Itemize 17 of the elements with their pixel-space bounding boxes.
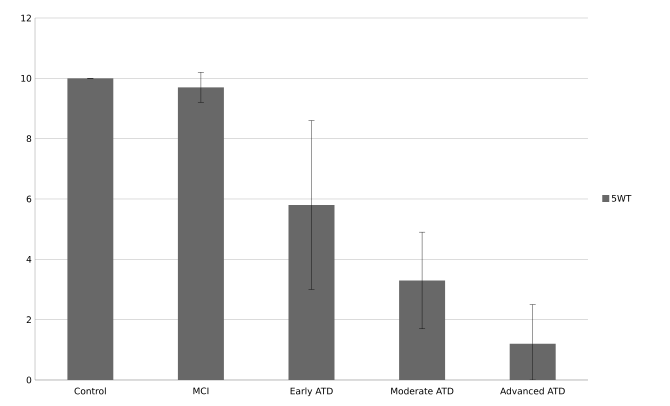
bar [288,205,334,380]
y-tick-label: 0 [26,376,32,384]
x-tick-label: Control [74,387,106,394]
y-tick-label: 6 [26,196,32,202]
y-tick-label: 2 [26,316,31,323]
x-tick-label: MCI [193,387,208,394]
bar [67,78,114,380]
y-tick-label: 4 [26,256,32,263]
y-tick-label: 10 [21,74,32,82]
x-tick-label: Early ATD [290,387,333,396]
y-tick-label: 8 [26,135,32,142]
legend-label: 5WT [612,195,632,202]
x-tick-label: Advanced ATD [500,387,565,394]
x-tick-label: Moderate ATD [391,387,454,394]
bar [178,87,224,380]
y-tick-label: 12 [21,14,31,22]
bar [399,280,446,380]
